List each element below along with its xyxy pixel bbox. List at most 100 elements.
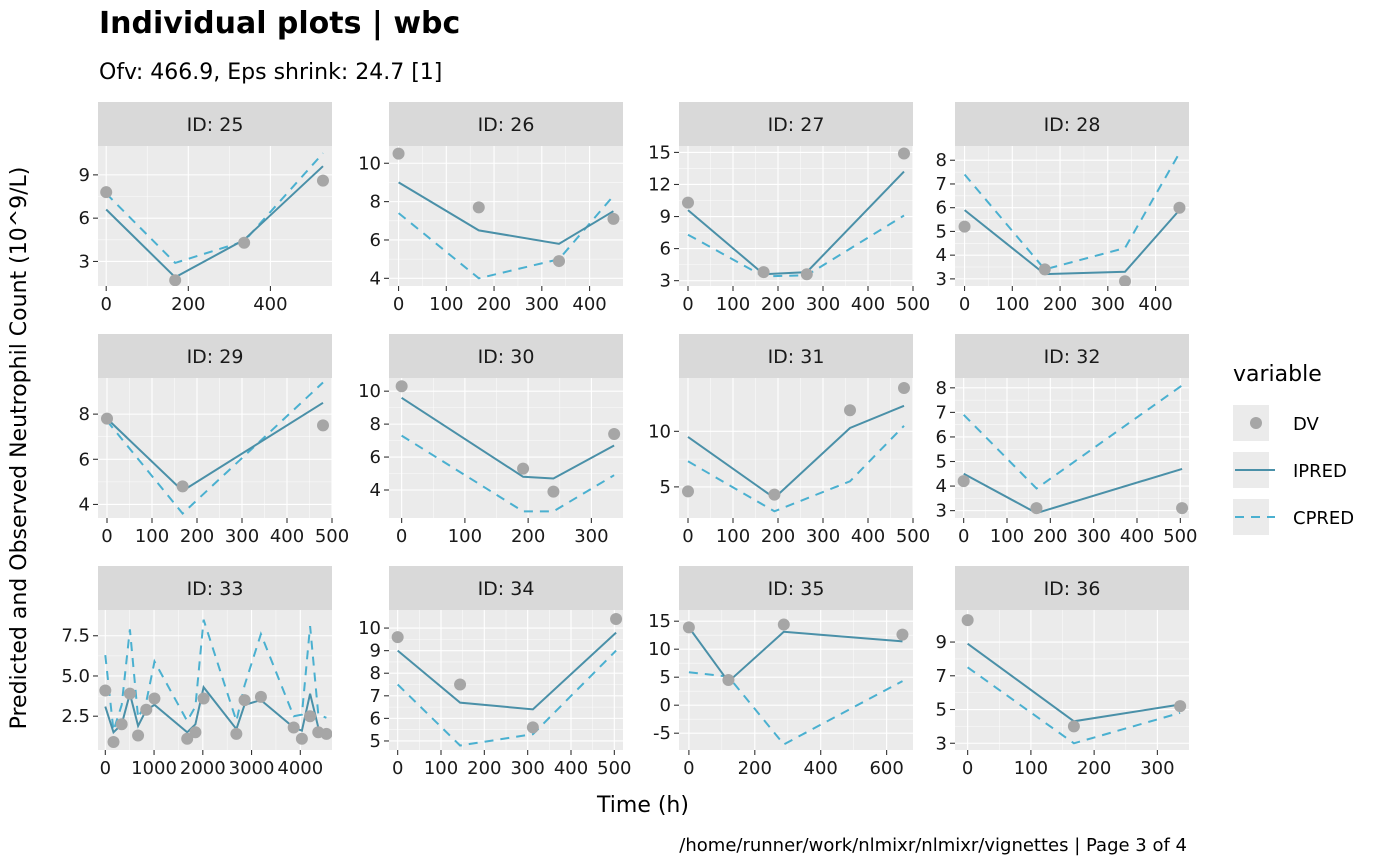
dv-point bbox=[957, 475, 970, 488]
dv-point bbox=[287, 721, 300, 734]
dv-point bbox=[898, 382, 910, 394]
x-tick-label: 0 bbox=[682, 526, 693, 547]
dv-point bbox=[395, 380, 408, 393]
y-tick-label: 15 bbox=[648, 611, 671, 632]
y-tick-label: 6 bbox=[370, 230, 381, 251]
x-tick-label: 0 bbox=[683, 758, 694, 779]
x-tick-label: 300 bbox=[1076, 526, 1110, 547]
plot-area bbox=[679, 610, 913, 750]
x-tick-label: 100 bbox=[135, 526, 169, 547]
x-tick-label: 400 bbox=[1120, 526, 1154, 547]
y-tick-label: 3 bbox=[936, 733, 947, 754]
y-tick-label: 10 bbox=[648, 639, 671, 660]
y-tick-label: 8 bbox=[370, 192, 381, 213]
x-tick-label: 400 bbox=[851, 526, 885, 547]
data-layer bbox=[958, 152, 1186, 286]
x-axis-title: Time (h) bbox=[596, 793, 689, 818]
data-layer bbox=[100, 152, 329, 286]
y-tick-label: 10 bbox=[358, 153, 381, 174]
legend-item-cpred: CPRED bbox=[1233, 499, 1354, 535]
y-tick-label: 5 bbox=[936, 700, 947, 721]
x-tick-label: 100 bbox=[995, 294, 1029, 315]
y-tick-label: 8 bbox=[370, 414, 381, 435]
dv-point bbox=[608, 428, 621, 440]
x-tick-label: 0 bbox=[959, 294, 970, 315]
facet-strip-label: ID: 30 bbox=[478, 346, 535, 368]
y-tick-label: 6 bbox=[370, 708, 381, 729]
dv-point bbox=[254, 690, 267, 703]
facet-strip-label: ID: 31 bbox=[768, 346, 825, 368]
dv-point bbox=[1174, 700, 1187, 713]
dv-point bbox=[101, 412, 113, 425]
facet-strip-label: ID: 28 bbox=[1044, 114, 1101, 136]
y-tick-label: 10 bbox=[648, 421, 671, 442]
legend-label: CPRED bbox=[1293, 508, 1354, 529]
y-tick-label: 3 bbox=[936, 501, 947, 522]
plot-area bbox=[389, 146, 623, 286]
dv-point bbox=[517, 462, 530, 475]
x-tick-label: 300 bbox=[1091, 294, 1125, 315]
y-axis-title: Predicted and Observed Neutrophil Count … bbox=[7, 167, 32, 730]
x-tick-label: 400 bbox=[554, 758, 588, 779]
dv-point bbox=[176, 480, 189, 493]
x-tick-label: 200 bbox=[511, 526, 545, 547]
dv-point bbox=[722, 674, 735, 686]
x-tick-label: 300 bbox=[574, 526, 608, 547]
y-tick-label: 5 bbox=[660, 477, 671, 498]
dv-point bbox=[169, 274, 182, 286]
x-tick-label: 500 bbox=[597, 758, 631, 779]
y-tick-label: 5 bbox=[660, 667, 671, 688]
cpred-line bbox=[962, 384, 1183, 490]
x-tick-label: 400 bbox=[804, 758, 838, 779]
legend: variable DV IPRED CPRED bbox=[1233, 362, 1354, 535]
facet-strip-label: ID: 29 bbox=[187, 346, 244, 368]
facet-strip-label: ID: 27 bbox=[768, 114, 825, 136]
y-tick-label: 2.5 bbox=[61, 706, 90, 727]
x-tick-label: 500 bbox=[315, 526, 349, 547]
facet-panel: ID: 30 0 100 200 300 4 6 8 10 bbox=[358, 334, 623, 547]
ipred-line bbox=[687, 170, 905, 276]
plot-area bbox=[98, 146, 332, 286]
dv-point bbox=[140, 703, 153, 716]
y-tick-label: 10 bbox=[358, 618, 381, 639]
facet-panel: ID: 29 0 100 200 300 400 500 4 6 8 bbox=[79, 334, 349, 547]
dv-point bbox=[898, 147, 910, 160]
facet-panel: ID: 32 0 100 200 300 400 500 3 4 5 6 7 8 bbox=[936, 334, 1198, 547]
x-tick-label: 300 bbox=[510, 758, 544, 779]
data-layer bbox=[682, 382, 910, 513]
dv-point bbox=[107, 735, 120, 748]
x-tick-label: 300 bbox=[525, 294, 559, 315]
plot-area bbox=[955, 146, 1189, 286]
x-tick-label: 0 bbox=[958, 526, 969, 547]
y-tick-label: 4 bbox=[79, 494, 90, 515]
facet-strip bbox=[955, 334, 1189, 378]
x-tick-label: 300 bbox=[806, 294, 840, 315]
x-tick-label: 0 bbox=[101, 526, 112, 547]
legend-item-dv: DV bbox=[1233, 405, 1320, 441]
x-tick-label: 0 bbox=[392, 758, 403, 779]
y-tick-label: 7.5 bbox=[61, 626, 90, 647]
x-tick-label: 0 bbox=[100, 758, 111, 779]
x-tick-label: 200 bbox=[738, 758, 772, 779]
data-layer bbox=[961, 614, 1187, 745]
facet-strip-label: ID: 26 bbox=[478, 114, 535, 136]
x-tick-label: 400 bbox=[253, 294, 287, 315]
chart-subtitle: Ofv: 466.9, Eps shrink: 24.7 [1] bbox=[99, 60, 442, 85]
y-tick-label: 3 bbox=[79, 251, 90, 272]
dv-point bbox=[320, 727, 332, 740]
facet-strip bbox=[679, 566, 913, 610]
ipred-line bbox=[687, 404, 905, 500]
x-tick-label: 3000 bbox=[229, 758, 275, 779]
data-layer bbox=[99, 619, 332, 748]
legend-key-point bbox=[1250, 417, 1262, 429]
dv-point bbox=[896, 628, 909, 641]
dv-point bbox=[682, 196, 694, 209]
facet-panel: ID: 26 0 100 200 300 400 4 6 8 10 bbox=[358, 102, 623, 315]
facet-panel: ID: 28 0 100 200 300 400 3 4 56 7 8 bbox=[936, 102, 1189, 315]
cpred-line bbox=[688, 671, 903, 746]
data-layer bbox=[101, 381, 329, 515]
data-layer bbox=[957, 384, 1189, 515]
y-tick-label: 4 bbox=[370, 268, 381, 289]
y-tick-label: 4 bbox=[370, 480, 381, 501]
